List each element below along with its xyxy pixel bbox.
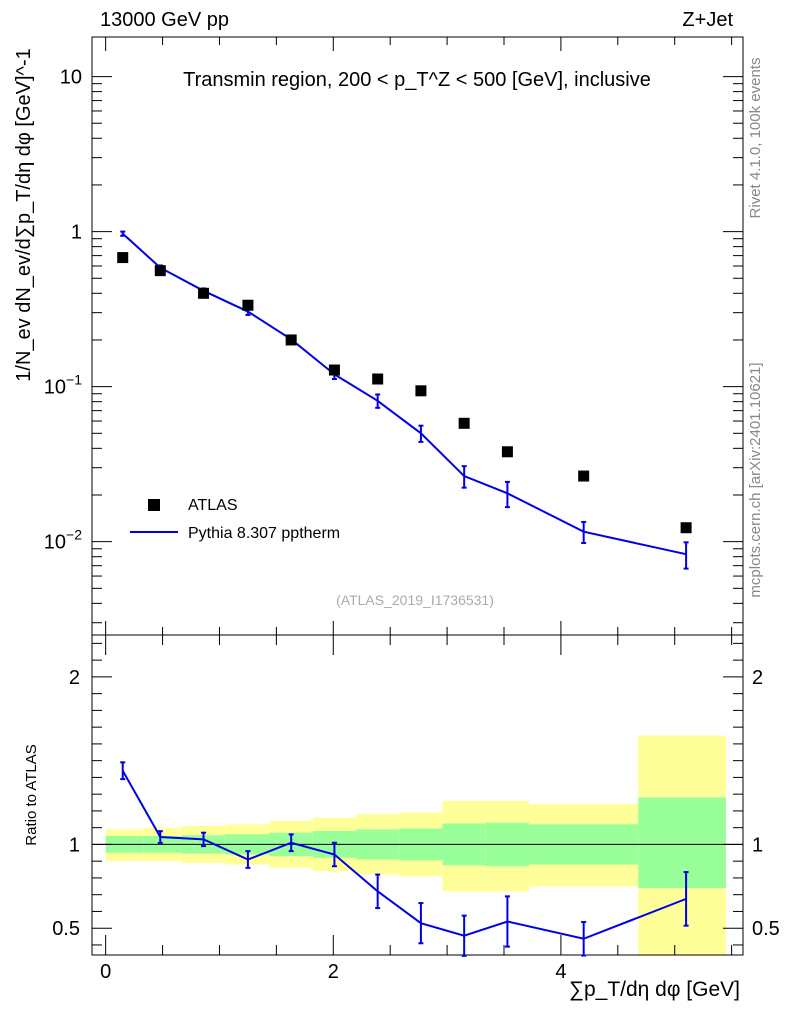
atlas-data-point bbox=[458, 417, 470, 429]
atlas-data-point bbox=[117, 252, 129, 264]
plot-title: Transmin region, 200 < p_T^Z < 500 [GeV]… bbox=[183, 69, 651, 91]
source-site-label: mcplots.cern.ch [arXiv:2401.10621] bbox=[747, 362, 764, 597]
x-tick-label: 2 bbox=[328, 961, 339, 983]
ratio-y-axis-label: Ratio to ATLAS bbox=[23, 744, 40, 845]
main-y-tick-label: 10−2 bbox=[44, 527, 82, 554]
main-y-tick-label: 1 bbox=[71, 222, 82, 244]
analysis-id: (ATLAS_2019_I1736531) bbox=[336, 592, 494, 608]
ratio-y-tick-label-left: 0.5 bbox=[52, 918, 80, 940]
legend: ATLAS Pythia 8.307 pptherm bbox=[130, 497, 340, 542]
rivet-version-label: Rivet 4.1.0, 100k events bbox=[747, 58, 764, 219]
ratio-mc-series bbox=[120, 761, 689, 957]
pythia-line bbox=[122, 232, 687, 556]
x-tick-label: 4 bbox=[555, 961, 566, 983]
main-data-series bbox=[117, 252, 692, 534]
ratio-y-tick-label-right: 1 bbox=[752, 834, 763, 856]
legend-label-pythia: Pythia 8.307 pptherm bbox=[188, 525, 340, 542]
main-y-axis-label: 1/N_ev dN_ev/d∑p_T/dη dφ [GeV]^-1 bbox=[13, 48, 35, 381]
main-y-tick-label: 10 bbox=[60, 67, 82, 89]
ratio-line bbox=[121, 770, 687, 940]
atlas-data-point bbox=[242, 299, 254, 311]
ratio-y-tick-label-left: 2 bbox=[69, 667, 80, 689]
atlas-data-point bbox=[328, 364, 340, 376]
ratio-uncertainty-bands bbox=[105, 735, 726, 955]
ratio-y-tick-label-left: 1 bbox=[69, 834, 80, 856]
atlas-data-point bbox=[372, 373, 384, 385]
atlas-data-point bbox=[285, 334, 297, 346]
x-axis-label: ∑p_T/dη dφ [GeV] bbox=[569, 978, 740, 1001]
ratio-y-tick-label-right: 2 bbox=[752, 667, 763, 689]
x-tick-label: 0 bbox=[100, 961, 111, 983]
ratio-band-inner bbox=[638, 797, 726, 888]
atlas-data-point bbox=[415, 385, 427, 397]
atlas-data-point bbox=[680, 522, 692, 534]
atlas-data-point bbox=[501, 446, 513, 458]
main-axis-ticks: 10−2 10−1 1 10 bbox=[44, 37, 743, 635]
main-mc-series bbox=[120, 230, 689, 570]
process-label: Z+Jet bbox=[682, 9, 733, 31]
atlas-data-point bbox=[198, 287, 210, 299]
ratio-plot-frame bbox=[91, 634, 744, 956]
atlas-data-point bbox=[578, 470, 590, 482]
legend-marker-atlas bbox=[148, 499, 160, 511]
ratio-y-tick-label-right: 0.5 bbox=[752, 918, 780, 940]
main-y-tick-label: 10−1 bbox=[44, 372, 82, 399]
energy-label: 13000 GeV pp bbox=[100, 9, 229, 31]
ratio-axis-ticks: 0.5 0.5 1 1 2 2 0 2 4 bbox=[52, 635, 780, 983]
legend-label-atlas: ATLAS bbox=[188, 497, 238, 514]
atlas-data-point bbox=[154, 265, 166, 277]
